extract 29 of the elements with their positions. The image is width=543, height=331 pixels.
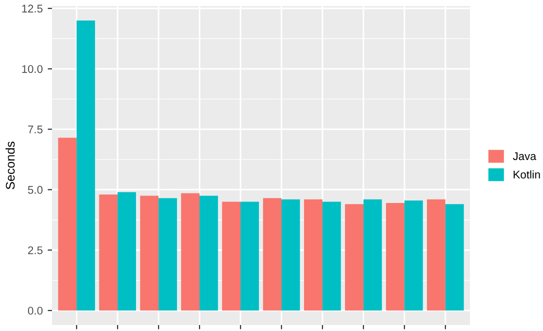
bar [140, 196, 159, 310]
bar [304, 199, 322, 310]
bar [322, 202, 341, 310]
y-tick-label: 2.5 [28, 246, 43, 254]
bar [222, 202, 241, 310]
bar [181, 193, 200, 310]
legend-label: Kotlin [514, 170, 540, 178]
bar [281, 199, 300, 310]
bar [404, 200, 423, 310]
bar [345, 204, 364, 310]
bar [386, 202, 404, 310]
bar [99, 194, 118, 310]
y-tick-label: 5.0 [28, 186, 43, 194]
y-tick-label: 7.5 [28, 126, 43, 134]
legend-label: Java [512, 152, 536, 160]
y-tick-label: 12.5 [22, 4, 43, 13]
bar [200, 196, 218, 310]
y-axis-title: Seconds [6, 142, 15, 190]
bar [263, 198, 282, 310]
bar [58, 138, 77, 310]
y-tick-label: 10.0 [22, 65, 43, 73]
bar [76, 20, 96, 310]
bar [118, 192, 136, 310]
bar [426, 199, 446, 310]
bar [445, 204, 464, 310]
y-tick-label: 0.0 [28, 306, 43, 315]
bar [158, 198, 177, 310]
bar [240, 202, 259, 310]
bar [363, 199, 382, 310]
